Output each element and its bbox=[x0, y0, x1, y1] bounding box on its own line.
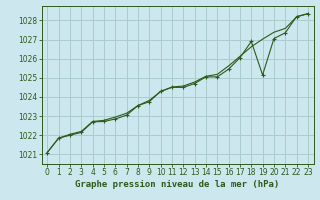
X-axis label: Graphe pression niveau de la mer (hPa): Graphe pression niveau de la mer (hPa) bbox=[76, 180, 280, 189]
